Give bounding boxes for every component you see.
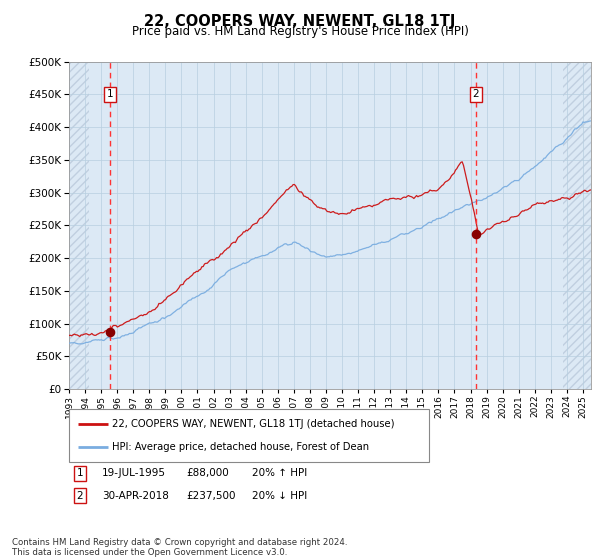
- Text: Contains HM Land Registry data © Crown copyright and database right 2024.
This d: Contains HM Land Registry data © Crown c…: [12, 538, 347, 557]
- Text: 20% ↑ HPI: 20% ↑ HPI: [252, 468, 307, 478]
- Text: HPI: Average price, detached house, Forest of Dean: HPI: Average price, detached house, Fore…: [112, 442, 370, 452]
- Text: Price paid vs. HM Land Registry's House Price Index (HPI): Price paid vs. HM Land Registry's House …: [131, 25, 469, 38]
- Text: 2: 2: [473, 90, 479, 99]
- Text: 22, COOPERS WAY, NEWENT, GL18 1TJ: 22, COOPERS WAY, NEWENT, GL18 1TJ: [145, 14, 455, 29]
- Bar: [69, 62, 89, 389]
- Point: [105, 327, 115, 336]
- Text: 1: 1: [106, 90, 113, 99]
- Text: £237,500: £237,500: [186, 491, 235, 501]
- Point: [471, 229, 481, 238]
- Text: 20% ↓ HPI: 20% ↓ HPI: [252, 491, 307, 501]
- Text: 19-JUL-1995: 19-JUL-1995: [102, 468, 166, 478]
- Text: 2: 2: [76, 491, 83, 501]
- Text: 1: 1: [76, 468, 83, 478]
- Text: £88,000: £88,000: [186, 468, 229, 478]
- Bar: [563, 62, 591, 389]
- Text: 22, COOPERS WAY, NEWENT, GL18 1TJ (detached house): 22, COOPERS WAY, NEWENT, GL18 1TJ (detac…: [112, 419, 395, 429]
- Text: 30-APR-2018: 30-APR-2018: [102, 491, 169, 501]
